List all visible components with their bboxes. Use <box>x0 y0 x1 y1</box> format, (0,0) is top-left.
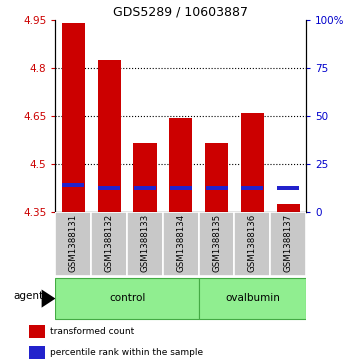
Text: agent: agent <box>14 291 44 301</box>
Bar <box>133 143 157 212</box>
Polygon shape <box>42 290 55 308</box>
Title: GDS5289 / 10603887: GDS5289 / 10603887 <box>113 6 248 19</box>
Bar <box>270 212 306 276</box>
Bar <box>199 212 234 276</box>
Text: percentile rank within the sample: percentile rank within the sample <box>50 348 203 357</box>
Bar <box>98 186 120 190</box>
Bar <box>205 143 228 212</box>
Bar <box>234 212 270 276</box>
Text: GSM1388134: GSM1388134 <box>176 214 185 272</box>
Bar <box>97 60 121 212</box>
Bar <box>127 212 163 276</box>
Bar <box>55 278 199 319</box>
Text: GSM1388136: GSM1388136 <box>248 214 257 272</box>
Bar <box>169 118 192 212</box>
Bar <box>62 23 85 212</box>
Bar <box>241 113 264 212</box>
Text: GSM1388131: GSM1388131 <box>69 214 78 272</box>
Bar <box>241 186 263 190</box>
Bar <box>205 186 228 190</box>
Bar <box>29 346 45 359</box>
Text: transformed count: transformed count <box>50 327 134 336</box>
Bar <box>55 212 91 276</box>
Text: GSM1388132: GSM1388132 <box>105 214 114 272</box>
Bar <box>276 204 300 212</box>
Text: GSM1388135: GSM1388135 <box>212 214 221 272</box>
Bar <box>29 325 45 338</box>
Text: GSM1388133: GSM1388133 <box>140 214 150 272</box>
Bar <box>199 278 306 319</box>
Bar <box>277 186 299 190</box>
Bar <box>134 186 156 190</box>
Bar <box>91 212 127 276</box>
Text: ovalbumin: ovalbumin <box>225 293 280 303</box>
Bar <box>170 186 192 190</box>
Text: control: control <box>109 293 145 303</box>
Text: GSM1388137: GSM1388137 <box>284 214 293 272</box>
Bar <box>163 212 199 276</box>
Bar <box>62 183 84 187</box>
